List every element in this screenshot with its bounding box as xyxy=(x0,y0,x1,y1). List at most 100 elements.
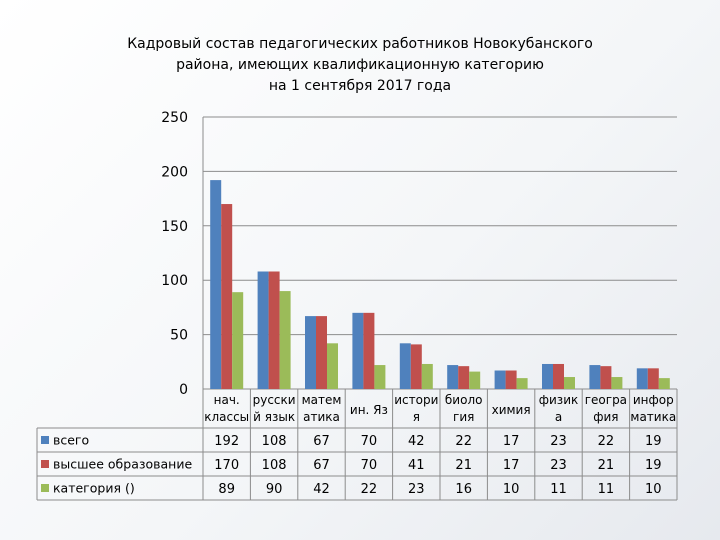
x-category-label-line: я xyxy=(413,410,420,424)
bar xyxy=(374,365,386,389)
x-category-label-line: матем xyxy=(302,393,342,407)
data-table-value: 22 xyxy=(455,434,472,449)
legend-swatch xyxy=(41,436,49,444)
bar xyxy=(611,377,623,389)
legend-label: высшее образование xyxy=(53,457,192,472)
data-table-value: 17 xyxy=(503,458,520,473)
data-table-value: 23 xyxy=(550,434,567,449)
x-category-label-line: русски xyxy=(253,393,296,407)
x-category-label-line: биоло xyxy=(445,393,483,407)
data-table-value: 67 xyxy=(313,458,330,473)
x-category-label-line: матика xyxy=(630,410,676,424)
bar xyxy=(647,368,659,389)
bar xyxy=(589,365,601,389)
data-table-value: 41 xyxy=(408,458,425,473)
data-table-value: 192 xyxy=(214,434,239,449)
bar xyxy=(305,316,316,389)
data-table-value: 108 xyxy=(262,434,287,449)
bar xyxy=(257,271,269,389)
x-category-label-line: фия xyxy=(593,410,618,424)
bar xyxy=(469,371,481,389)
x-category-label: химия xyxy=(492,403,531,417)
bar xyxy=(268,271,280,389)
y-tick-label: 200 xyxy=(161,164,188,180)
x-category-label-line: геогра xyxy=(585,393,627,407)
bar xyxy=(352,312,364,389)
x-category-label-line: химия xyxy=(492,403,531,417)
data-table-value: 170 xyxy=(214,458,239,473)
data-table-value: 16 xyxy=(455,482,472,497)
data-table-value: 90 xyxy=(266,482,283,497)
x-category-label-line: классы xyxy=(204,410,249,424)
x-category-label-line: атика xyxy=(303,410,340,424)
data-table-value: 21 xyxy=(455,458,472,473)
chart-title-line-3: на 1 сентября 2017 года xyxy=(268,78,452,94)
data-table-value: 42 xyxy=(408,434,425,449)
x-category-label-line: а xyxy=(555,410,562,424)
bar xyxy=(327,343,338,389)
y-tick-label: 50 xyxy=(170,328,188,344)
x-category-label: истори я xyxy=(394,393,438,424)
bar xyxy=(505,370,517,389)
bar xyxy=(316,316,327,389)
bar xyxy=(210,180,222,389)
legend-swatch xyxy=(41,460,49,468)
data-table-value: 89 xyxy=(218,482,235,497)
data-table-value: 42 xyxy=(313,482,330,497)
data-table-value: 70 xyxy=(361,434,378,449)
y-tick-label: 150 xyxy=(161,219,188,235)
bar xyxy=(363,312,375,389)
data-table-value: 19 xyxy=(645,458,662,473)
x-category-label-line: истори xyxy=(394,393,438,407)
data-table-value: 21 xyxy=(598,458,615,473)
x-category-label: физик а xyxy=(539,393,579,424)
y-tick-label: 100 xyxy=(161,273,188,289)
data-table-value: 19 xyxy=(645,434,662,449)
chart-title-line-1: Кадровый состав педагогических работнико… xyxy=(127,36,593,52)
x-category-label-line: й язык xyxy=(253,410,295,424)
x-category-label-line: гия xyxy=(453,410,474,424)
bar xyxy=(658,378,670,389)
bar xyxy=(447,365,459,389)
legend-label: категория () xyxy=(53,481,135,496)
bar xyxy=(516,378,528,389)
bar xyxy=(600,366,612,389)
bar xyxy=(421,363,433,389)
x-category-label: матем атика xyxy=(302,393,342,424)
legend-swatch xyxy=(41,484,49,492)
data-table-value: 23 xyxy=(408,482,425,497)
x-category-label: ин. Яз xyxy=(350,403,388,417)
x-category-label-line: ин. Яз xyxy=(350,403,388,417)
bar xyxy=(279,291,291,389)
data-table-value: 67 xyxy=(313,434,330,449)
data-table-value: 10 xyxy=(645,482,662,497)
bar xyxy=(458,366,470,389)
data-table-value: 22 xyxy=(361,482,378,497)
x-category-label: нач. классы xyxy=(204,393,249,424)
bar xyxy=(494,370,506,389)
x-category-label-line: физик xyxy=(539,393,579,407)
bar xyxy=(564,377,575,389)
legend-label: всего xyxy=(53,433,89,448)
x-category-label-line: нач. xyxy=(214,393,240,407)
bar xyxy=(221,204,233,389)
data-table-value: 70 xyxy=(361,458,378,473)
y-tick-label: 250 xyxy=(161,110,188,126)
chart-title: Кадровый состав педагогических работнико… xyxy=(60,34,660,97)
bar xyxy=(542,363,553,389)
x-category-label: биоло гия xyxy=(445,393,483,424)
x-category-label: инфор матика xyxy=(630,393,676,424)
bar xyxy=(232,292,244,389)
bar xyxy=(399,343,411,389)
data-table-value: 17 xyxy=(503,434,520,449)
chart-title-line-2: района, имеющих квалификационную категор… xyxy=(176,57,544,73)
x-category-label: геогра фия xyxy=(585,393,627,424)
data-table-value: 23 xyxy=(550,458,567,473)
data-table-value: 22 xyxy=(598,434,615,449)
data-table-value: 10 xyxy=(503,482,520,497)
bar xyxy=(410,344,422,389)
x-category-label: русски й язык xyxy=(253,393,296,424)
data-table-value: 11 xyxy=(598,482,615,497)
x-category-label-line: инфор xyxy=(633,393,674,407)
